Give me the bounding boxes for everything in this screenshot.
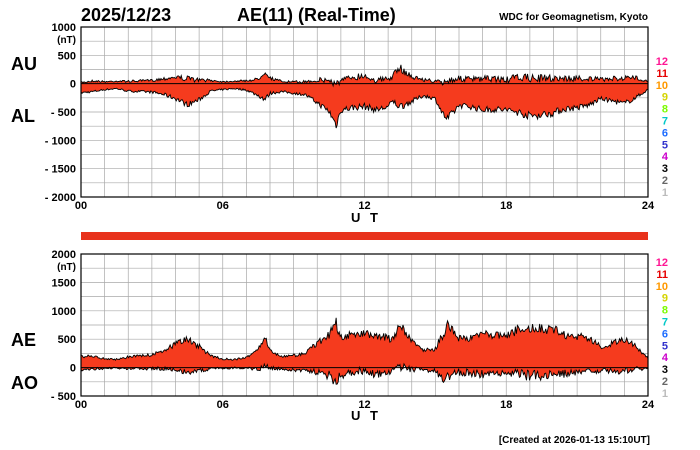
- institution-label: WDC for Geomagnetism, Kyoto: [499, 12, 648, 23]
- ae-series-line: [80, 317, 649, 362]
- level-scale-label: 9: [662, 293, 668, 305]
- level-scale-label: 6: [662, 127, 668, 139]
- x-tick-label: 00: [75, 200, 87, 212]
- al-label: AL: [11, 106, 35, 126]
- ae-label: AE: [11, 330, 36, 350]
- level-scale-label: 12: [656, 257, 668, 269]
- x-tick-label: 18: [500, 200, 512, 212]
- ae-ao-unit-label: (nT): [57, 262, 76, 273]
- y-tick-label: 0: [70, 79, 76, 91]
- ae-ao-x-ticks: 00 06 12 18 24: [75, 399, 655, 411]
- ao-label: AO: [11, 373, 38, 393]
- created-timestamp: [Created at 2026-01-13 15:10UT]: [499, 435, 650, 446]
- au-al-band: [80, 64, 649, 129]
- level-scale-label: 10: [656, 80, 668, 92]
- x-tick-label: 06: [217, 200, 229, 212]
- al-series-line: [80, 87, 649, 129]
- ae-ao-grid: [81, 254, 648, 396]
- au-al-y-ticks: 1000 500 0 - 500 - 1000 - 1500 - 2000: [45, 22, 76, 204]
- x-tick-label: 24: [642, 399, 655, 411]
- level-scale-label: 7: [662, 317, 668, 329]
- level-scale-label: 9: [662, 92, 668, 104]
- level-scale-label: 1: [662, 388, 668, 400]
- y-tick-label: - 1500: [45, 164, 76, 176]
- x-tick-label: 12: [358, 200, 370, 212]
- y-tick-label: - 500: [51, 391, 76, 403]
- au-al-frame: [80, 26, 649, 198]
- ae-ao-frame: [80, 253, 649, 397]
- y-tick-label: - 2000: [45, 192, 76, 204]
- level-scale-label: 6: [662, 328, 668, 340]
- ao-series-line: [80, 362, 649, 385]
- plot-date: 2025/12/23: [81, 5, 171, 25]
- ae-ao-y-ticks: 2000 1500 1000 500 0 - 500: [51, 249, 76, 403]
- x-tick-label: 00: [75, 399, 87, 411]
- level-scale-label: 5: [662, 340, 668, 352]
- level-scale-label: 11: [656, 68, 668, 80]
- level-scale-label: 12: [656, 56, 668, 68]
- y-tick-label: - 500: [51, 107, 76, 119]
- level-scale-label: 5: [662, 139, 668, 151]
- au-al-x-ticks: 00 06 12 18 24: [75, 200, 655, 212]
- level-scale-label: 1: [662, 187, 668, 199]
- au-label: AU: [11, 54, 37, 74]
- x-tick-label: 06: [217, 399, 229, 411]
- level-scale-label: 8: [662, 104, 668, 116]
- y-tick-label: - 1000: [45, 135, 76, 147]
- x-tick-label: 18: [500, 399, 512, 411]
- x-tick-label: 12: [358, 399, 370, 411]
- separator-bar: [81, 232, 648, 240]
- y-tick-label: 1000: [52, 22, 76, 34]
- y-tick-label: 500: [58, 334, 76, 346]
- au-al-area: [81, 64, 648, 129]
- y-tick-label: 1000: [52, 306, 76, 318]
- level-scale-label: 2: [662, 376, 668, 388]
- level-scale-label: 4: [662, 151, 669, 163]
- level-scale-label: 2: [662, 175, 668, 187]
- level-scale-label: 3: [662, 163, 668, 175]
- level-scale-label: 8: [662, 305, 668, 317]
- au-al-unit-label: (nT): [57, 35, 76, 46]
- level-scale-label: 3: [662, 364, 668, 376]
- au-series-line: [80, 64, 649, 88]
- au-al-x-axis-title: U T: [351, 210, 381, 225]
- x-tick-label: 24: [642, 200, 655, 212]
- y-tick-label: 0: [70, 363, 76, 375]
- level-scale-label: 11: [656, 269, 668, 281]
- y-tick-label: 1500: [52, 277, 76, 289]
- level-scale-label: 10: [656, 281, 668, 293]
- plot-title: AE(11) (Real-Time): [237, 5, 396, 25]
- ae-ao-x-axis-title: U T: [351, 408, 381, 423]
- y-tick-label: 2000: [52, 249, 76, 261]
- y-tick-label: 500: [58, 50, 76, 62]
- level-scale-label: 7: [662, 116, 668, 128]
- au-al-grid: [81, 27, 648, 197]
- level-scale-label: 4: [662, 352, 669, 364]
